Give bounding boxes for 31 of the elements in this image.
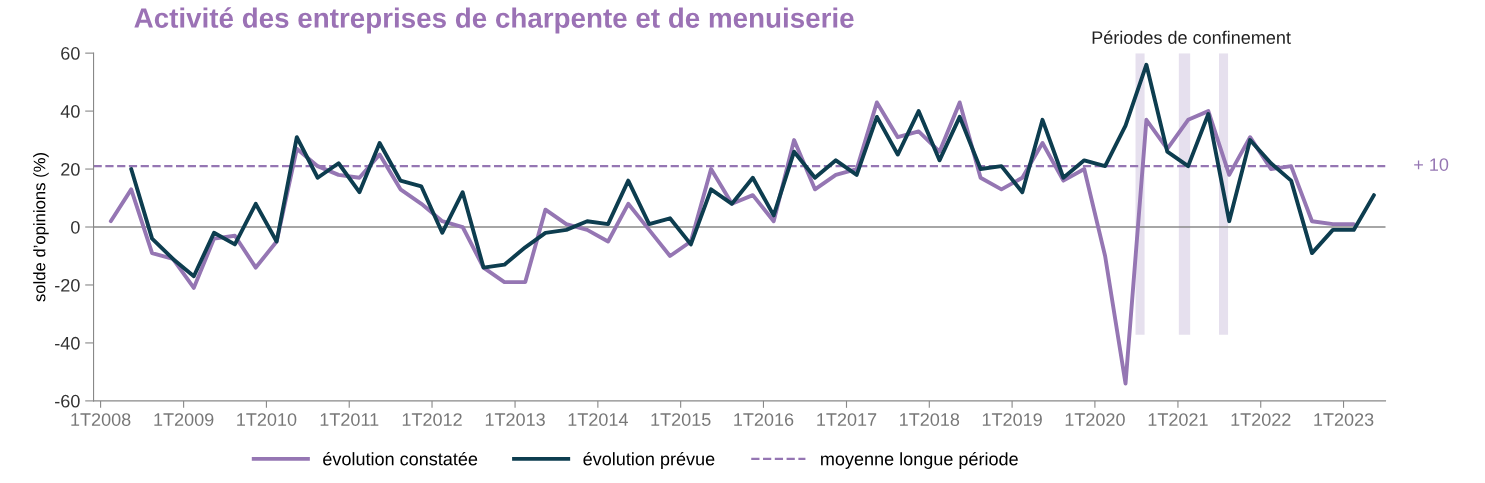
line-series <box>129 62 1376 279</box>
x-tick-label: 1T2020 <box>1065 413 1125 426</box>
x-tick-label: 1T2012 <box>402 413 462 426</box>
y-tick-label: -20 <box>55 278 80 292</box>
x-tick-label: 1T2016 <box>734 413 794 426</box>
x-tick-label: 1T2015 <box>651 413 711 426</box>
y-tick-label: -60 <box>55 394 80 408</box>
x-tick-label: 1T2021 <box>1148 413 1208 426</box>
chart-title: Activité des entreprises de charpente et de menuiserie <box>134 7 854 34</box>
legend-label: évolution prévue <box>583 451 715 469</box>
x-tick-label: 1T2011 <box>320 413 379 426</box>
legend-label: moyenne longue période <box>821 451 1018 469</box>
x-tick-label: 1T2010 <box>237 413 297 426</box>
x-tick-label: 1T2014 <box>568 413 628 426</box>
x-tick-label: 1T2023 <box>1314 413 1374 426</box>
legend-label: évolution constatée <box>323 451 478 466</box>
y-axis-title: solde d’opinions (%) <box>33 153 49 302</box>
x-tick-label: 1T2009 <box>154 413 214 426</box>
x-tick-label: 1T2019 <box>982 413 1042 426</box>
y-tick-label: 20 <box>61 162 80 176</box>
x-tick-label: 1T2008 <box>71 413 131 426</box>
x-tick-label: 1T2017 <box>817 413 877 426</box>
y-tick-label: 0 <box>71 220 80 234</box>
band-label: Périodes de confinement <box>1092 30 1291 45</box>
x-tick-label: 1T2013 <box>485 413 545 426</box>
y-tick-label: 60 <box>61 47 80 60</box>
x-tick-label: 1T2022 <box>1231 413 1291 426</box>
text: + 10 <box>1414 158 1449 171</box>
y-tick-label: -40 <box>55 336 80 350</box>
y-tick-label: 40 <box>60 105 80 118</box>
x-tick-label: 1T2018 <box>900 413 960 426</box>
